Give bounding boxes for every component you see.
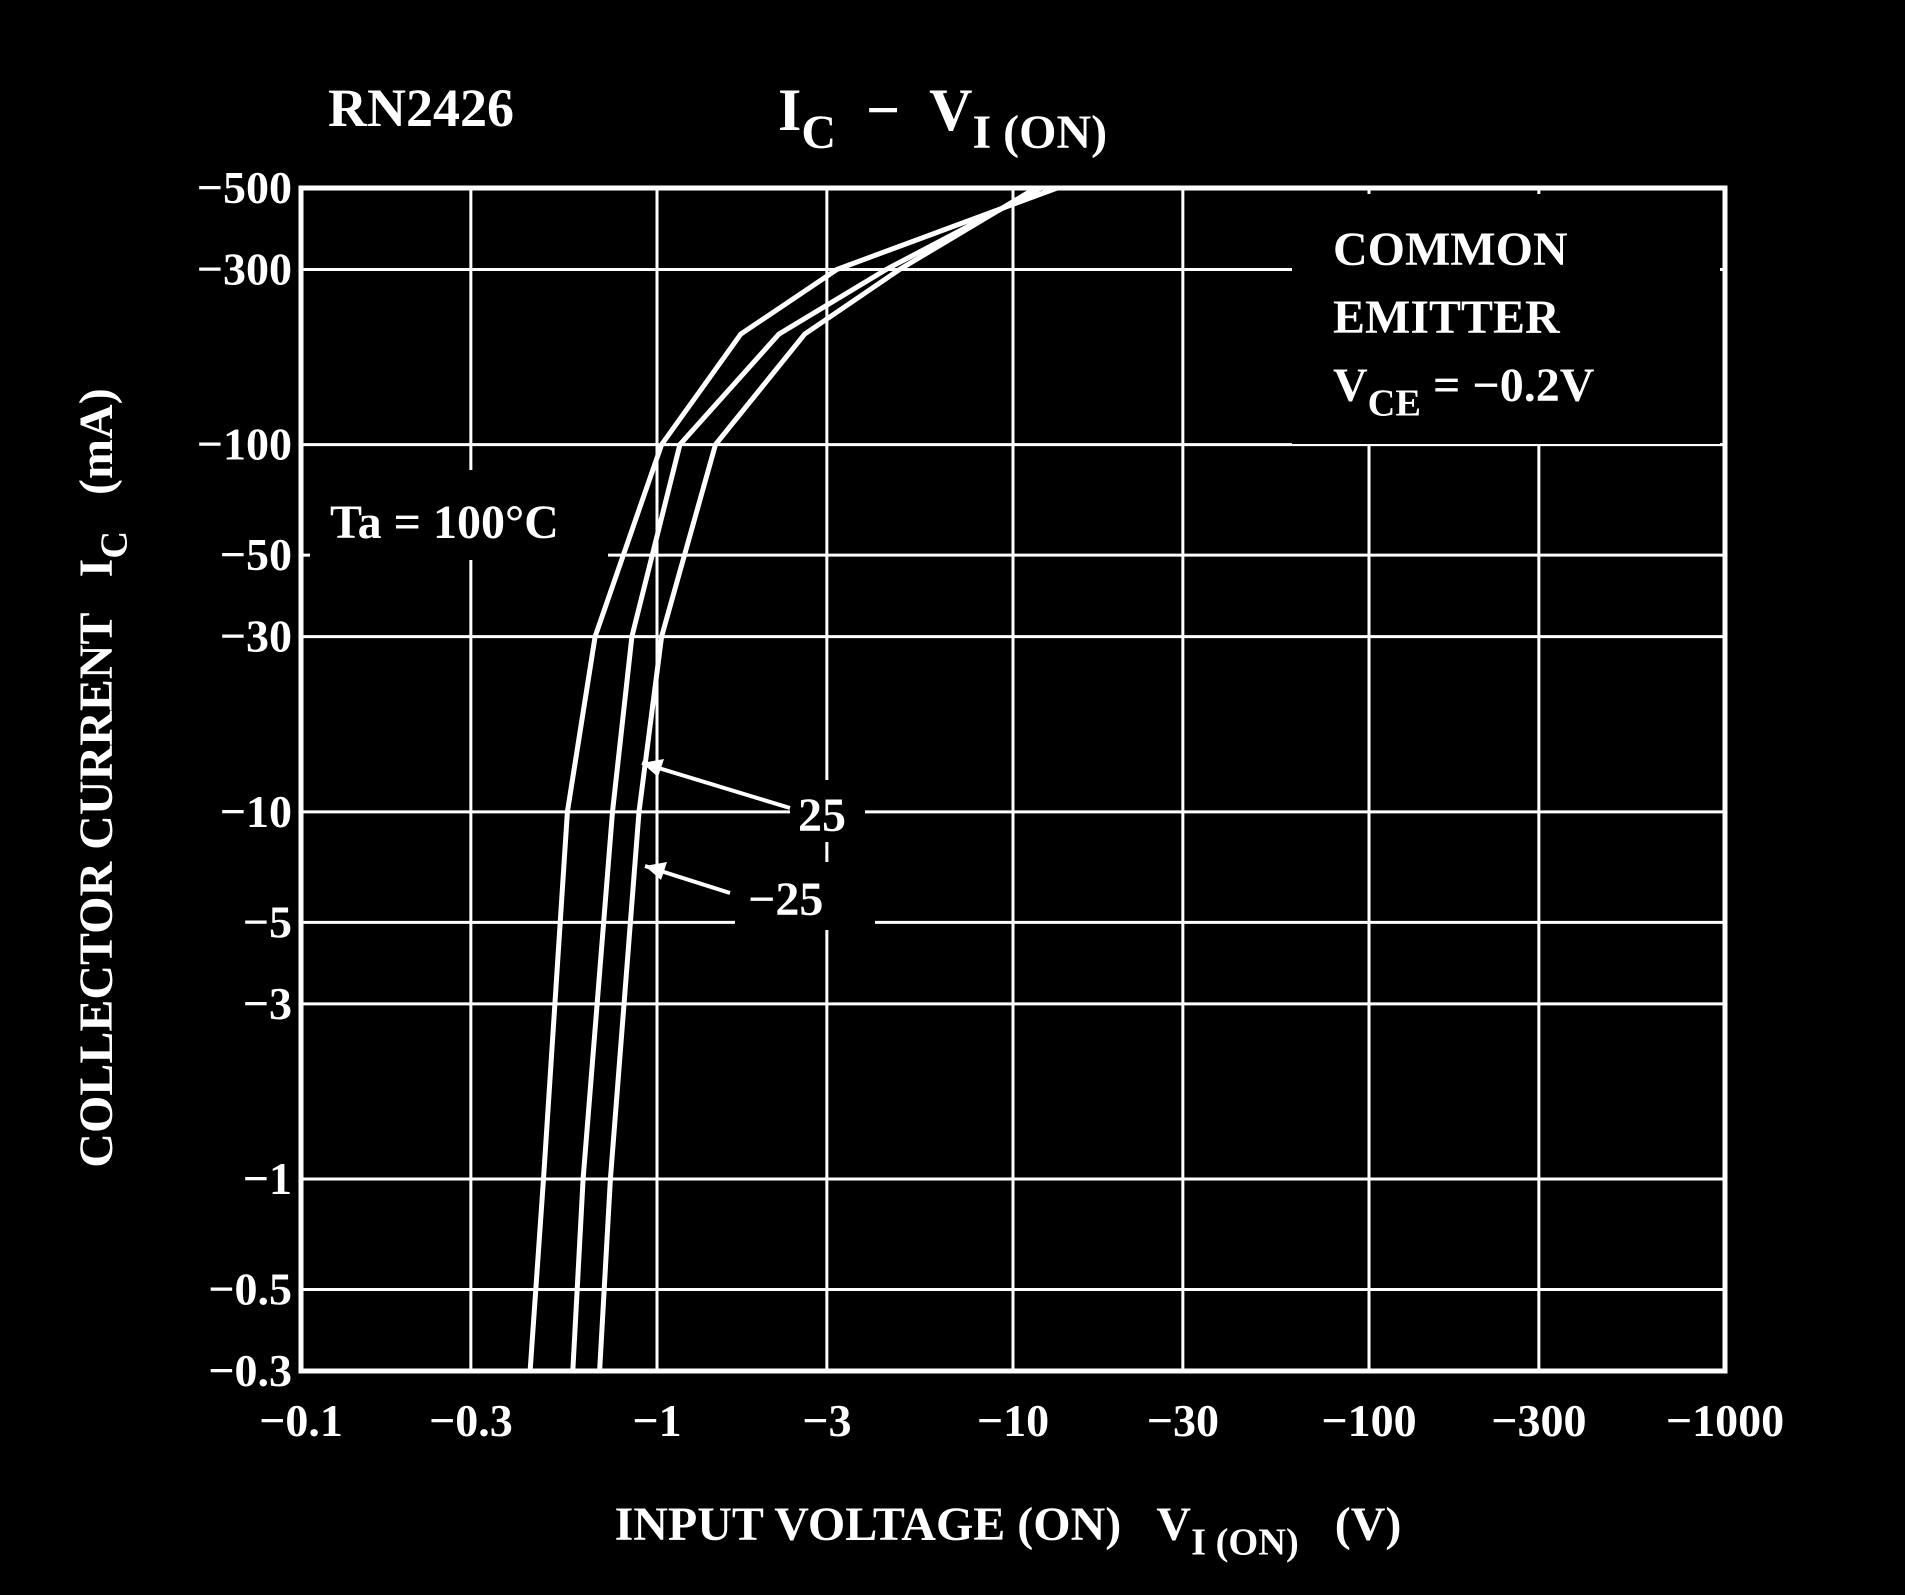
plot-frame (298, 185, 1728, 1374)
y-axis-title: COLLECTOR CURRENT IC (mA) (70, 388, 135, 1167)
x-axis-title-part: I (ON) (1191, 1521, 1299, 1563)
annotation-line-part: COMMON (1333, 223, 1568, 276)
y-tick-label: −300 (197, 243, 292, 294)
y-tick-label: −1 (243, 1153, 292, 1204)
y-tick-label: −10 (220, 786, 292, 837)
y-tick-label: −5 (243, 896, 292, 947)
chart-title-part: I (778, 77, 801, 143)
curve-label: −25 (748, 873, 823, 926)
curve (597, 185, 1038, 1372)
x-axis-title-part: INPUT VOLTAGE (ON) V (615, 1498, 1192, 1551)
curve (570, 185, 1043, 1372)
curve-label: Ta = 100°C (330, 496, 559, 549)
curve (527, 185, 1058, 1372)
y-tick-label: −3 (243, 978, 292, 1029)
annotation-line-part: V (1333, 359, 1368, 412)
chart-title-part: I (ON) (972, 106, 1107, 159)
annotation-box (1292, 194, 1720, 444)
x-axis-title-part: (V) (1299, 1498, 1402, 1551)
x-tick-label: −0.3 (429, 1395, 513, 1446)
x-axis-title: INPUT VOLTAGE (ON) VI (ON) (V) (615, 1498, 1402, 1563)
y-tick-label: −50 (220, 529, 292, 580)
y-tick-label: −30 (220, 611, 292, 662)
x-tick-label: −1000 (1666, 1395, 1784, 1446)
y-axis-title-part: (mA) (70, 388, 123, 531)
arrow-head (645, 862, 667, 880)
annotation-line: COMMON (1333, 223, 1568, 276)
chart-title: IC − VI (ON) (778, 77, 1107, 159)
annotation-line-part: CE (1368, 382, 1421, 424)
y-tick-label: −0.3 (208, 1345, 292, 1396)
x-tick-label: −30 (1147, 1395, 1219, 1446)
y-tick-label: −500 (197, 162, 292, 213)
x-tick-label: −300 (1491, 1395, 1586, 1446)
arrow-head (642, 759, 664, 777)
y-tick-label: −0.5 (208, 1264, 292, 1315)
x-tick-label: −100 (1321, 1395, 1416, 1446)
chart-title-part: C (801, 106, 836, 159)
x-tick-label: −0.1 (259, 1395, 343, 1446)
label-arrow (641, 761, 791, 810)
curve-label-box (790, 780, 865, 842)
curve-label-box (735, 862, 875, 930)
annotation-line: VCE = −0.2V (1333, 359, 1595, 424)
annotation-line-part: = −0.2V (1421, 359, 1595, 412)
y-axis-title-part: C (93, 531, 135, 559)
annotation-line-part: EMITTER (1333, 291, 1561, 344)
x-tick-label: −10 (977, 1395, 1049, 1446)
x-tick-label: −1 (632, 1395, 681, 1446)
x-tick-label: −3 (802, 1395, 851, 1446)
device-name: RN2426 (328, 78, 514, 138)
curve-label-box (310, 470, 608, 560)
annotation-line: EMITTER (1333, 291, 1561, 344)
chart-title-part: − V (836, 77, 972, 143)
curve-label: 25 (798, 789, 846, 842)
y-axis-title-part: COLLECTOR CURRENT I (70, 559, 123, 1168)
y-tick-label: −100 (197, 419, 292, 470)
